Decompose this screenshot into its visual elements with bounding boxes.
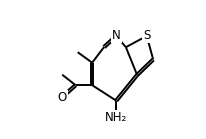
Text: NH₂: NH₂ bbox=[105, 111, 127, 124]
Text: S: S bbox=[142, 29, 150, 42]
Text: O: O bbox=[57, 91, 67, 104]
Text: N: N bbox=[111, 29, 120, 42]
